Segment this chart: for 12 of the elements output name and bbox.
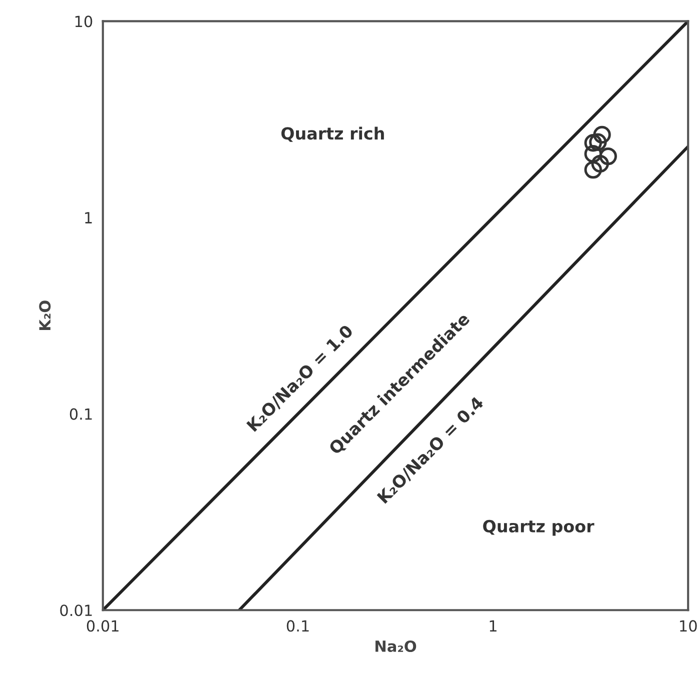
y-tick-label: 10 (75, 16, 92, 28)
y-tick-label: 0.1 (70, 408, 92, 420)
x-tick-label: 1 (490, 620, 496, 632)
y-axis-title: K₂O (39, 300, 51, 330)
annotation: Quartz poor (483, 520, 594, 536)
y-tick-label: 0.01 (60, 604, 92, 616)
x-tick-label: 0.01 (86, 620, 118, 632)
x-tick-label: 0.1 (286, 620, 309, 632)
x-axis-title: Na₂O (376, 640, 416, 652)
y-tick-label: 1 (85, 212, 92, 224)
annotation: Quartz rich (281, 126, 384, 142)
x-tick-label: 10 (680, 620, 697, 632)
